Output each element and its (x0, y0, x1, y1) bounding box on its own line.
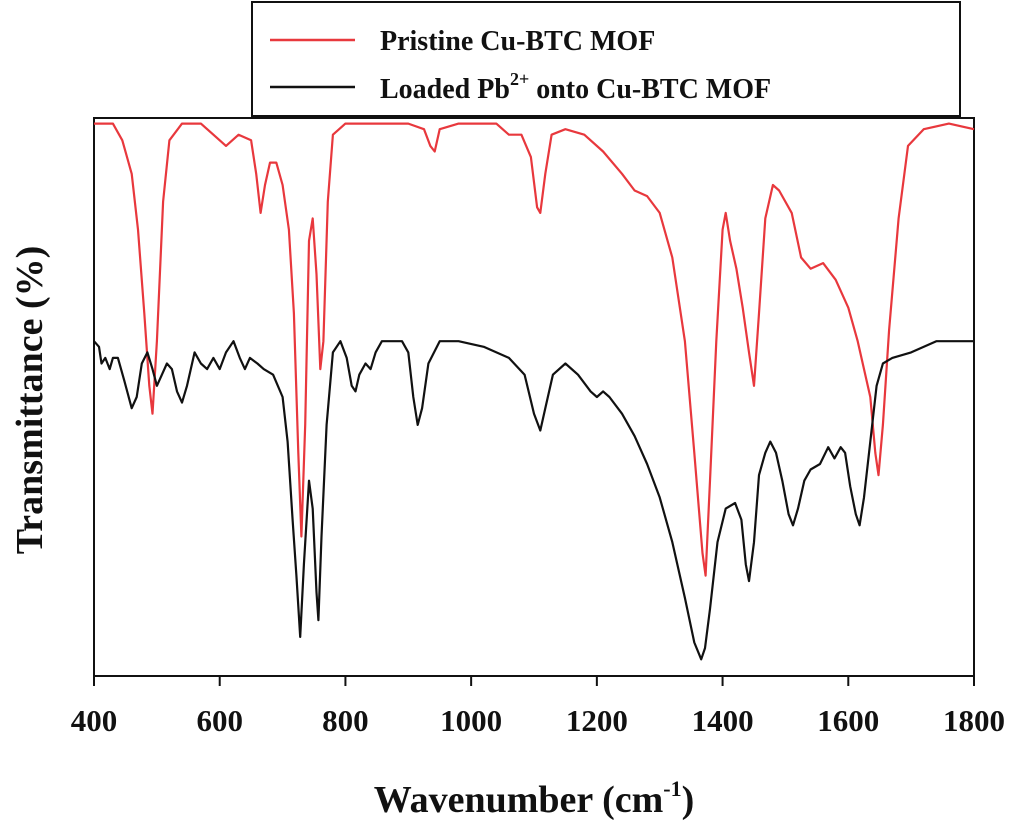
legend-label-loaded-sup: 2+ (510, 69, 529, 89)
x-tick-label-1200: 1200 (566, 703, 628, 738)
legend-label-loaded: Loaded Pb2+ onto Cu-BTC MOF (380, 69, 771, 105)
series-layer (93, 122, 975, 661)
plot-frame (93, 117, 975, 677)
x-tick-label-1600: 1600 (817, 703, 879, 738)
x-axis-title: Wavenumber (cm-1) (374, 776, 695, 821)
x-tick-label-1000: 1000 (440, 703, 502, 738)
x-tick-label-1800: 1800 (943, 703, 1005, 738)
legend-label-pristine: Pristine Cu-BTC MOF (380, 26, 655, 57)
x-tick-label-800: 800 (322, 703, 369, 738)
x-axis: 400 600 800 1000 1200 1400 1600 1800 (71, 676, 1005, 738)
x-tick-label-600: 600 (196, 703, 243, 738)
legend: Pristine Cu-BTC MOF Loaded Pb2+ onto Cu-… (251, 1, 961, 117)
series-line-pristine (94, 122, 975, 577)
series-line-loaded (93, 340, 974, 661)
x-tick-label-400: 400 (71, 703, 118, 738)
legend-box (251, 1, 961, 117)
x-tick-label-1400: 1400 (692, 703, 754, 738)
y-axis-title: Transmittance (%) (9, 246, 51, 555)
